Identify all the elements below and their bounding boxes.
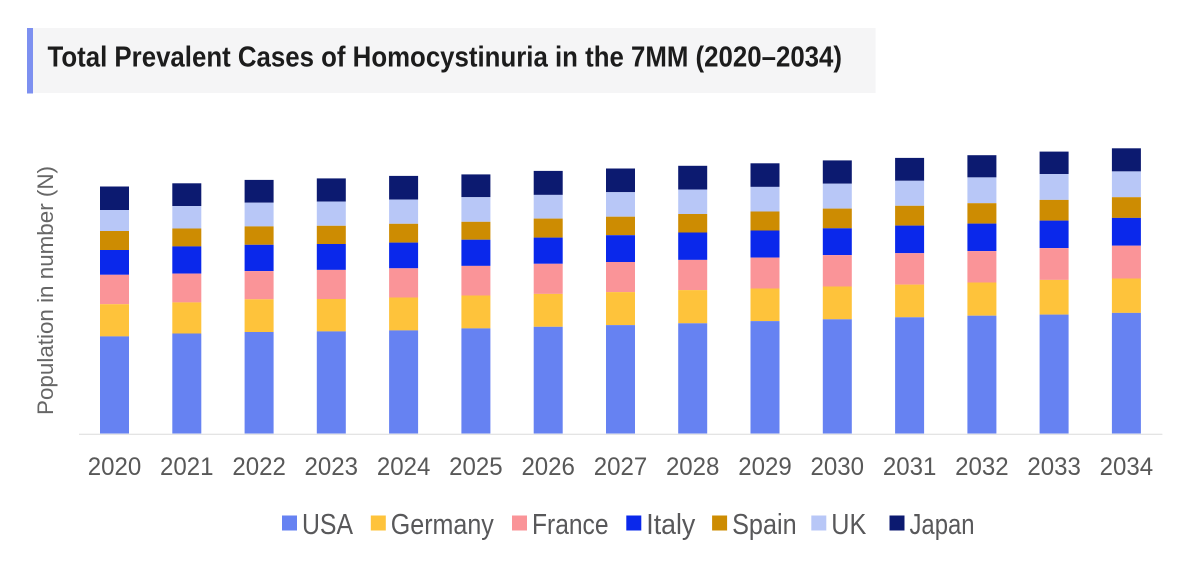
svg-text:2022: 2022 (232, 453, 286, 481)
svg-text:2028: 2028 (666, 453, 720, 481)
svg-text:2021: 2021 (160, 453, 214, 481)
svg-text:2024: 2024 (377, 453, 431, 481)
svg-text:Germany: Germany (391, 509, 494, 541)
svg-text:France: France (532, 509, 609, 541)
svg-text:2030: 2030 (811, 453, 865, 481)
svg-text:Total Prevalent Cases of Homoc: Total Prevalent Cases of Homocystinuria … (48, 42, 843, 74)
svg-text:2029: 2029 (738, 453, 792, 481)
svg-text:2031: 2031 (883, 453, 937, 481)
svg-text:USA: USA (302, 509, 354, 541)
svg-text:2025: 2025 (449, 453, 503, 481)
svg-text:2034: 2034 (1100, 453, 1154, 481)
svg-text:Italy: Italy (646, 509, 695, 541)
svg-text:2033: 2033 (1027, 453, 1081, 481)
svg-text:2020: 2020 (88, 453, 142, 481)
svg-text:2032: 2032 (955, 453, 1009, 481)
svg-text:2023: 2023 (305, 453, 359, 481)
svg-text:Population in number (N): Population in number (N) (33, 166, 58, 415)
svg-text:UK: UK (831, 509, 867, 541)
svg-text:2026: 2026 (521, 453, 575, 481)
svg-text:2027: 2027 (594, 453, 648, 481)
svg-text:Japan: Japan (910, 509, 975, 541)
svg-text:Spain: Spain (732, 509, 797, 541)
